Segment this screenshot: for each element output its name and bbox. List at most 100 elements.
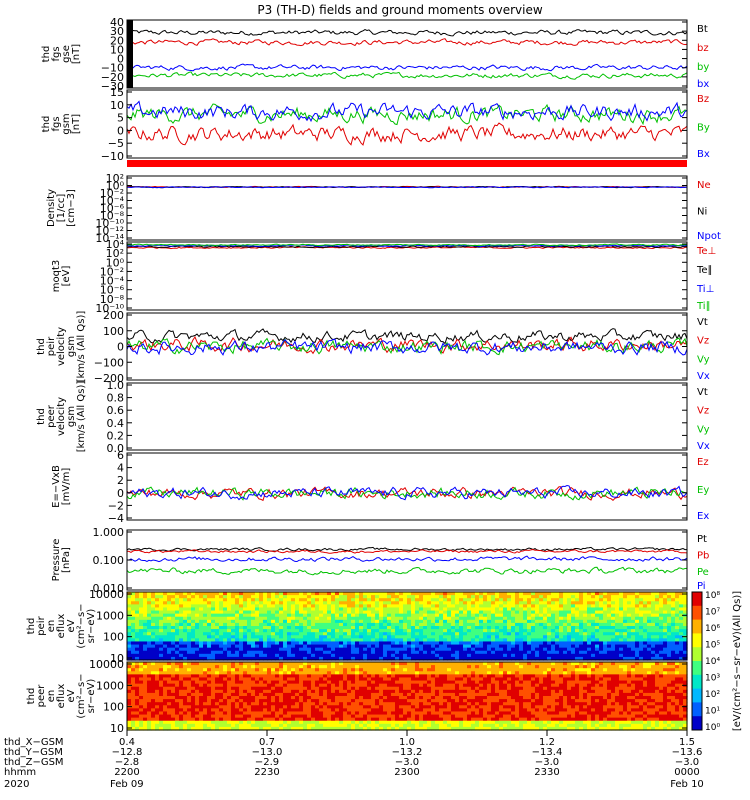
heatmap-cell xyxy=(235,607,240,612)
heatmap-cell xyxy=(191,723,196,728)
heatmap-cell xyxy=(191,610,196,615)
heatmap-cell xyxy=(131,629,136,633)
heatmap-cell xyxy=(591,607,596,612)
heatmap-cell xyxy=(375,641,380,646)
heatmap-cell xyxy=(147,683,152,688)
heatmap-cell xyxy=(307,680,312,685)
heatmap-cell xyxy=(419,665,424,669)
heatmap-cell xyxy=(391,692,396,697)
y-tick-label: 0 xyxy=(117,124,124,137)
heatmap-cell xyxy=(223,692,228,697)
y-tick-label: 100 xyxy=(103,325,124,338)
heatmap-cell xyxy=(379,604,384,609)
heatmap-cell xyxy=(263,635,268,639)
heatmap-cell xyxy=(247,723,252,728)
heatmap-cell xyxy=(543,598,548,602)
heatmap-cell xyxy=(371,638,376,643)
heatmap-cell xyxy=(251,714,256,719)
heatmap-cell xyxy=(359,622,364,627)
heatmap-cell xyxy=(675,619,680,624)
y-axis-label: moqt3 xyxy=(51,260,62,293)
heatmap-cell xyxy=(131,702,136,706)
heatmap-cell xyxy=(435,653,440,658)
heatmap-cell xyxy=(523,632,528,636)
heatmap-cell xyxy=(139,622,144,627)
heatmap-cell xyxy=(291,656,296,661)
heatmap-cell xyxy=(355,686,360,691)
heatmap-cell xyxy=(351,677,356,682)
heatmap-cell xyxy=(199,610,204,615)
heatmap-cell xyxy=(403,644,408,649)
heatmap-cell xyxy=(523,592,528,596)
heatmap-cell xyxy=(651,653,656,658)
heatmap-cell xyxy=(403,702,408,706)
heatmap-cell xyxy=(571,598,576,602)
heatmap-cell xyxy=(343,662,348,666)
heatmap-cell xyxy=(171,638,176,643)
heatmap-cell xyxy=(467,613,472,618)
heatmap-cell xyxy=(607,610,612,615)
y-axis-label: fgs xyxy=(51,116,62,131)
heatmap-cell xyxy=(391,653,396,658)
heatmap-cell xyxy=(431,616,436,621)
heatmap-cell xyxy=(539,647,544,652)
heatmap-cell xyxy=(199,668,204,672)
heatmap-cell xyxy=(555,604,560,609)
heatmap-cell xyxy=(355,629,360,633)
heatmap-cell xyxy=(235,613,240,618)
heatmap-cell xyxy=(443,622,448,627)
heatmap-cell xyxy=(187,626,192,630)
heatmap-cell xyxy=(531,604,536,609)
heatmap-cell xyxy=(147,635,152,639)
heatmap-cell xyxy=(203,601,208,605)
heatmap-cell xyxy=(139,671,144,675)
heatmap-cell xyxy=(659,656,664,661)
heatmap-cell xyxy=(231,711,236,716)
y-axis-label: eflux xyxy=(56,614,67,639)
heatmap-cell xyxy=(535,650,540,655)
heatmap-cell xyxy=(483,647,488,652)
heatmap-cell xyxy=(255,601,260,605)
heatmap-cell xyxy=(635,610,640,615)
heatmap-cell xyxy=(351,595,356,599)
heatmap-cell xyxy=(183,592,188,596)
heatmap-cell xyxy=(143,653,148,658)
heatmap-cell xyxy=(683,595,688,599)
heatmap-cell xyxy=(383,592,388,596)
heatmap-cell xyxy=(611,653,616,658)
heatmap-cell xyxy=(667,635,672,639)
heatmap-cell xyxy=(611,592,616,596)
heatmap-cell xyxy=(183,622,188,627)
heatmap-cell xyxy=(267,717,272,722)
heatmap-cell xyxy=(143,708,148,713)
heatmap-cell xyxy=(263,708,268,713)
heatmap-cell xyxy=(415,723,420,728)
heatmap-cell xyxy=(339,671,344,675)
heatmap-cell xyxy=(439,653,444,658)
heatmap-cell xyxy=(159,595,164,599)
heatmap-cell xyxy=(351,662,356,666)
heatmap-cell xyxy=(523,641,528,646)
heatmap-cell xyxy=(639,635,644,639)
heatmap-cell xyxy=(511,610,516,615)
heatmap-cell xyxy=(219,717,224,722)
heatmap-cell xyxy=(135,638,140,643)
heatmap-cell xyxy=(399,622,404,627)
heatmap-cell xyxy=(131,616,136,621)
heatmap-cell xyxy=(367,677,372,682)
heatmap-cell xyxy=(519,616,524,621)
heatmap-cell xyxy=(147,619,152,624)
heatmap-cell xyxy=(263,717,268,722)
heatmap-cell xyxy=(271,635,276,639)
heatmap-cell xyxy=(599,632,604,636)
heatmap-cell xyxy=(171,632,176,636)
heatmap-cell xyxy=(359,653,364,658)
heatmap-cell xyxy=(147,717,152,722)
heatmap-cell xyxy=(139,692,144,697)
heatmap-cell xyxy=(171,717,176,722)
heatmap-cell xyxy=(367,668,372,672)
heatmap-cell xyxy=(235,595,240,599)
heatmap-cell xyxy=(387,699,392,703)
heatmap-cell xyxy=(443,613,448,618)
heatmap-cell xyxy=(527,607,532,612)
